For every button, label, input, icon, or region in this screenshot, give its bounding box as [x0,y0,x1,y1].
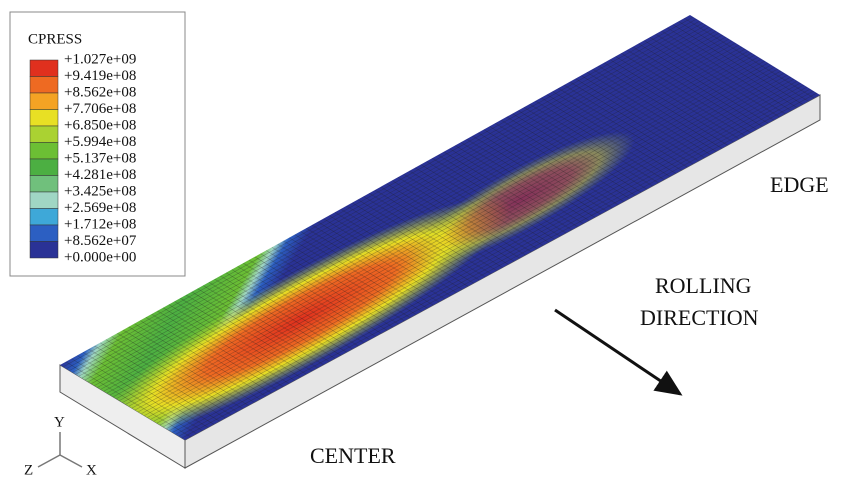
legend-swatch [30,242,58,259]
legend-label: +6.850e+08 [64,117,136,133]
axis-triad [38,432,82,467]
legend-label: +5.994e+08 [64,134,136,150]
legend-swatch [30,126,58,143]
center-label: CENTER [310,443,396,468]
triad-y: Y [54,414,65,430]
legend-swatch [30,143,58,160]
contour-plot: CPRESS +1.027e+09+9.419e+08+8.562e+08+7.… [0,0,857,480]
triad-z: Z [24,462,33,478]
triad-x: X [86,462,97,478]
legend-swatch [30,77,58,94]
legend-label: +9.419e+08 [64,68,136,84]
legend-swatch [30,110,58,127]
rolling-label: ROLLING [655,273,752,298]
legend-swatch [30,192,58,209]
direction-label: DIRECTION [640,305,759,330]
legend-label: +1.712e+08 [64,216,136,232]
legend-label: +8.562e+07 [64,233,137,249]
legend-label: +1.027e+09 [64,51,136,67]
legend-label: +4.281e+08 [64,167,136,183]
legend-label: +8.562e+08 [64,84,136,100]
legend-label: +0.000e+00 [64,249,136,265]
legend-label: +3.425e+08 [64,183,136,199]
legend-swatch [30,225,58,242]
legend-label: +7.706e+08 [64,101,136,117]
legend-swatch [30,209,58,226]
legend-label: +5.137e+08 [64,150,136,166]
legend-swatch [30,60,58,77]
edge-label: EDGE [770,172,829,197]
legend-swatch [30,176,58,193]
legend-title: CPRESS [28,31,82,47]
legend-swatch [30,93,58,110]
legend-swatch [30,159,58,176]
legend-label: +2.569e+08 [64,200,136,216]
